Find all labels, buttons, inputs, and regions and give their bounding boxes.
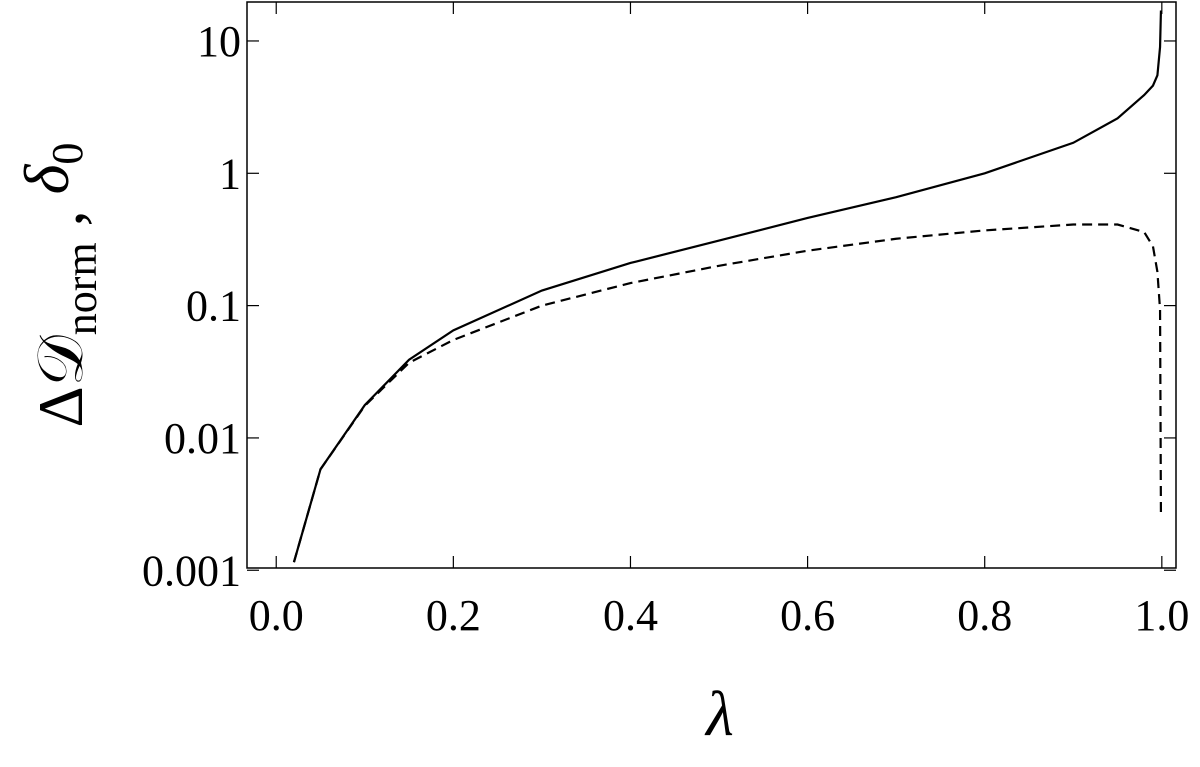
- y-axis-label-part: 0: [43, 143, 92, 165]
- y-tick-label: 1: [219, 149, 241, 198]
- y-axis-label-part: norm: [57, 242, 106, 335]
- y-tick-label: 0.01: [164, 414, 241, 463]
- y-axis-label-part: δ: [11, 163, 82, 194]
- x-tick-label: 0.2: [426, 591, 481, 640]
- y-axis-label-part: ,: [25, 194, 96, 242]
- x-tick-label: 0.0: [249, 591, 304, 640]
- y-tick-label: 10: [197, 17, 241, 66]
- x-tick-label: 0.6: [780, 591, 835, 640]
- y-axis-label-part: Δ𝒟: [25, 334, 96, 427]
- y-axis-label: Δ𝒟norm , δ0: [11, 143, 106, 428]
- plot-frame: [246, 1, 1177, 569]
- x-axis-label: λ: [704, 678, 734, 749]
- data-line: [292, 10, 1163, 563]
- x-tick-label: 1.0: [1134, 591, 1189, 640]
- y-tick-label: 0.001: [142, 546, 241, 595]
- x-tick-label: 0.4: [603, 591, 658, 640]
- x-tick-label: 0.8: [957, 591, 1012, 640]
- data-line: [292, 223, 1163, 563]
- y-tick-label: 0.1: [186, 282, 241, 331]
